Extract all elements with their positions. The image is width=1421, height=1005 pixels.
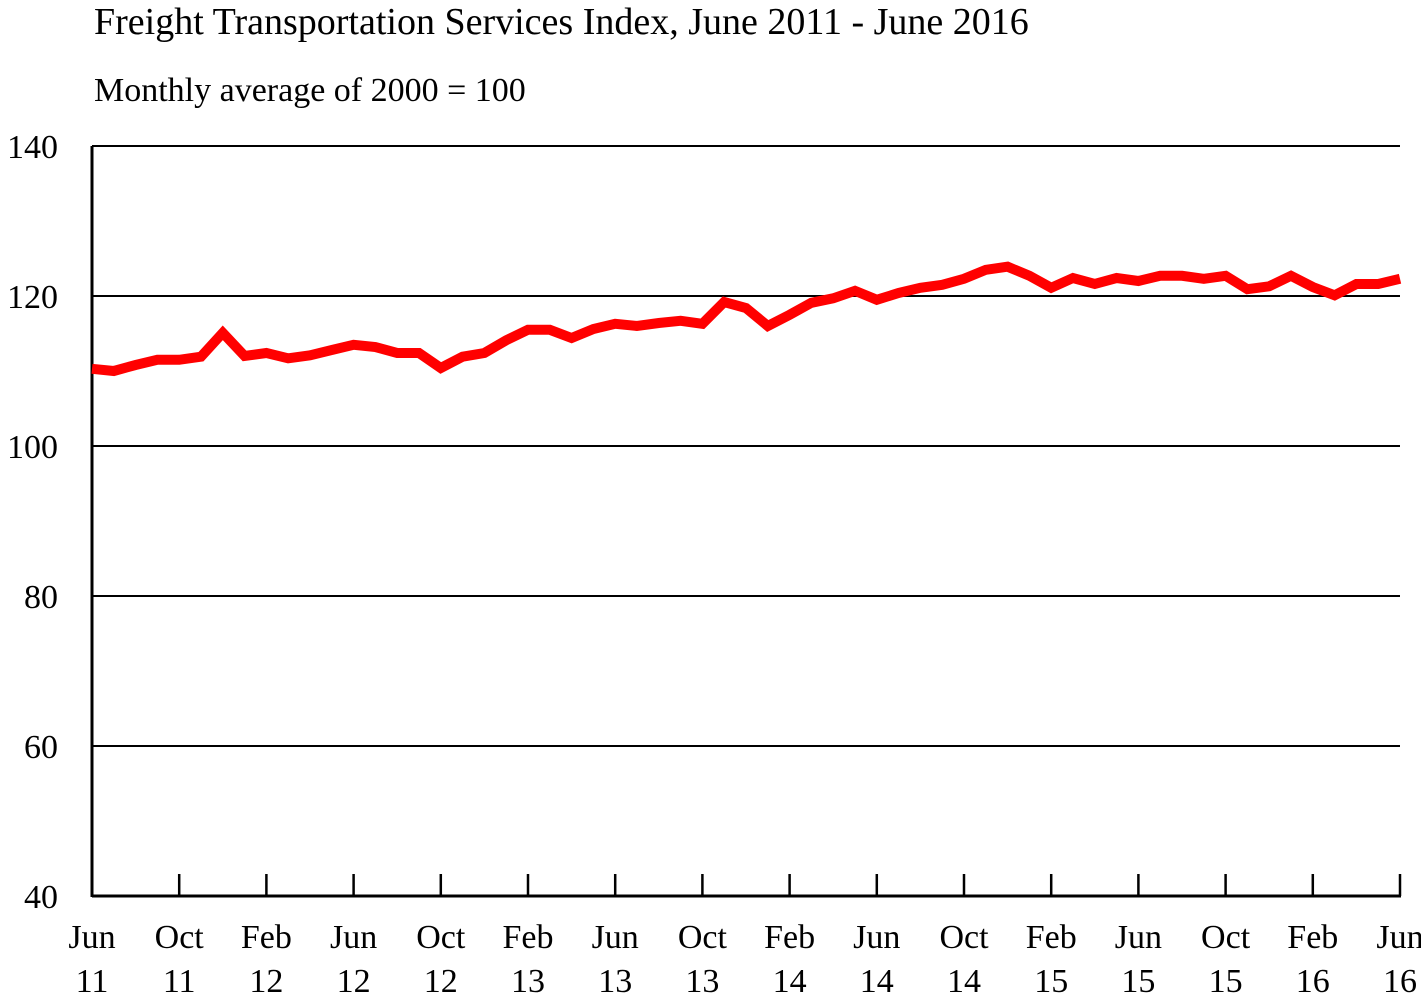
x-tick-label-month: Jun	[68, 919, 115, 956]
x-tick-label-year: 14	[947, 963, 981, 1000]
y-tick-label: 60	[24, 729, 58, 766]
x-tick-label-year: 13	[511, 963, 545, 1000]
x-tick-label-month: Jun	[592, 919, 639, 956]
y-tick-label: 100	[7, 429, 58, 466]
x-tick-label-year: 13	[685, 963, 719, 1000]
x-tick-label-month: Jun	[1376, 919, 1421, 956]
x-tick-label-month: Feb	[1287, 919, 1338, 956]
x-tick-label-month: Jun	[330, 919, 377, 956]
x-tick-label-year: 15	[1034, 963, 1068, 1000]
chart-subtitle: Monthly average of 2000 = 100	[94, 72, 526, 109]
x-tick-label-year: 14	[773, 963, 807, 1000]
x-tick-label-month: Oct	[678, 919, 728, 956]
x-tick-label-month: Oct	[155, 919, 205, 956]
x-tick-label-year: 12	[249, 963, 283, 1000]
x-tick-label-year: 13	[598, 963, 632, 1000]
x-tick-label-year: 12	[424, 963, 458, 1000]
series-line	[91, 261, 1402, 377]
x-tick-label-year: 16	[1383, 963, 1417, 1000]
x-tick-label-year: 16	[1296, 963, 1330, 1000]
x-tick-label-year: 15	[1209, 963, 1243, 1000]
x-tick-label-month: Feb	[764, 919, 815, 956]
x-tick-label-year: 12	[337, 963, 371, 1000]
x-tick-label-year: 15	[1121, 963, 1155, 1000]
x-tick-label-year: 11	[163, 963, 196, 1000]
x-tick-label-month: Oct	[1201, 919, 1251, 956]
chart-title: Freight Transportation Services Index, J…	[94, 1, 1029, 43]
x-tick-label-month: Feb	[503, 919, 554, 956]
x-tick-label-month: Feb	[1026, 919, 1077, 956]
y-tick-label: 140	[7, 129, 58, 166]
y-tick-label: 40	[24, 879, 58, 916]
x-tick-label-month: Oct	[939, 919, 989, 956]
x-tick-label-month: Jun	[1115, 919, 1162, 956]
x-tick-label-month: Feb	[241, 919, 292, 956]
x-tick-label-year: 14	[860, 963, 894, 1000]
x-tick-label-month: Oct	[416, 919, 466, 956]
x-tick-label-month: Jun	[853, 919, 900, 956]
y-tick-label: 80	[24, 579, 58, 616]
x-tick-label-year: 11	[76, 963, 109, 1000]
y-tick-label: 120	[7, 279, 58, 316]
